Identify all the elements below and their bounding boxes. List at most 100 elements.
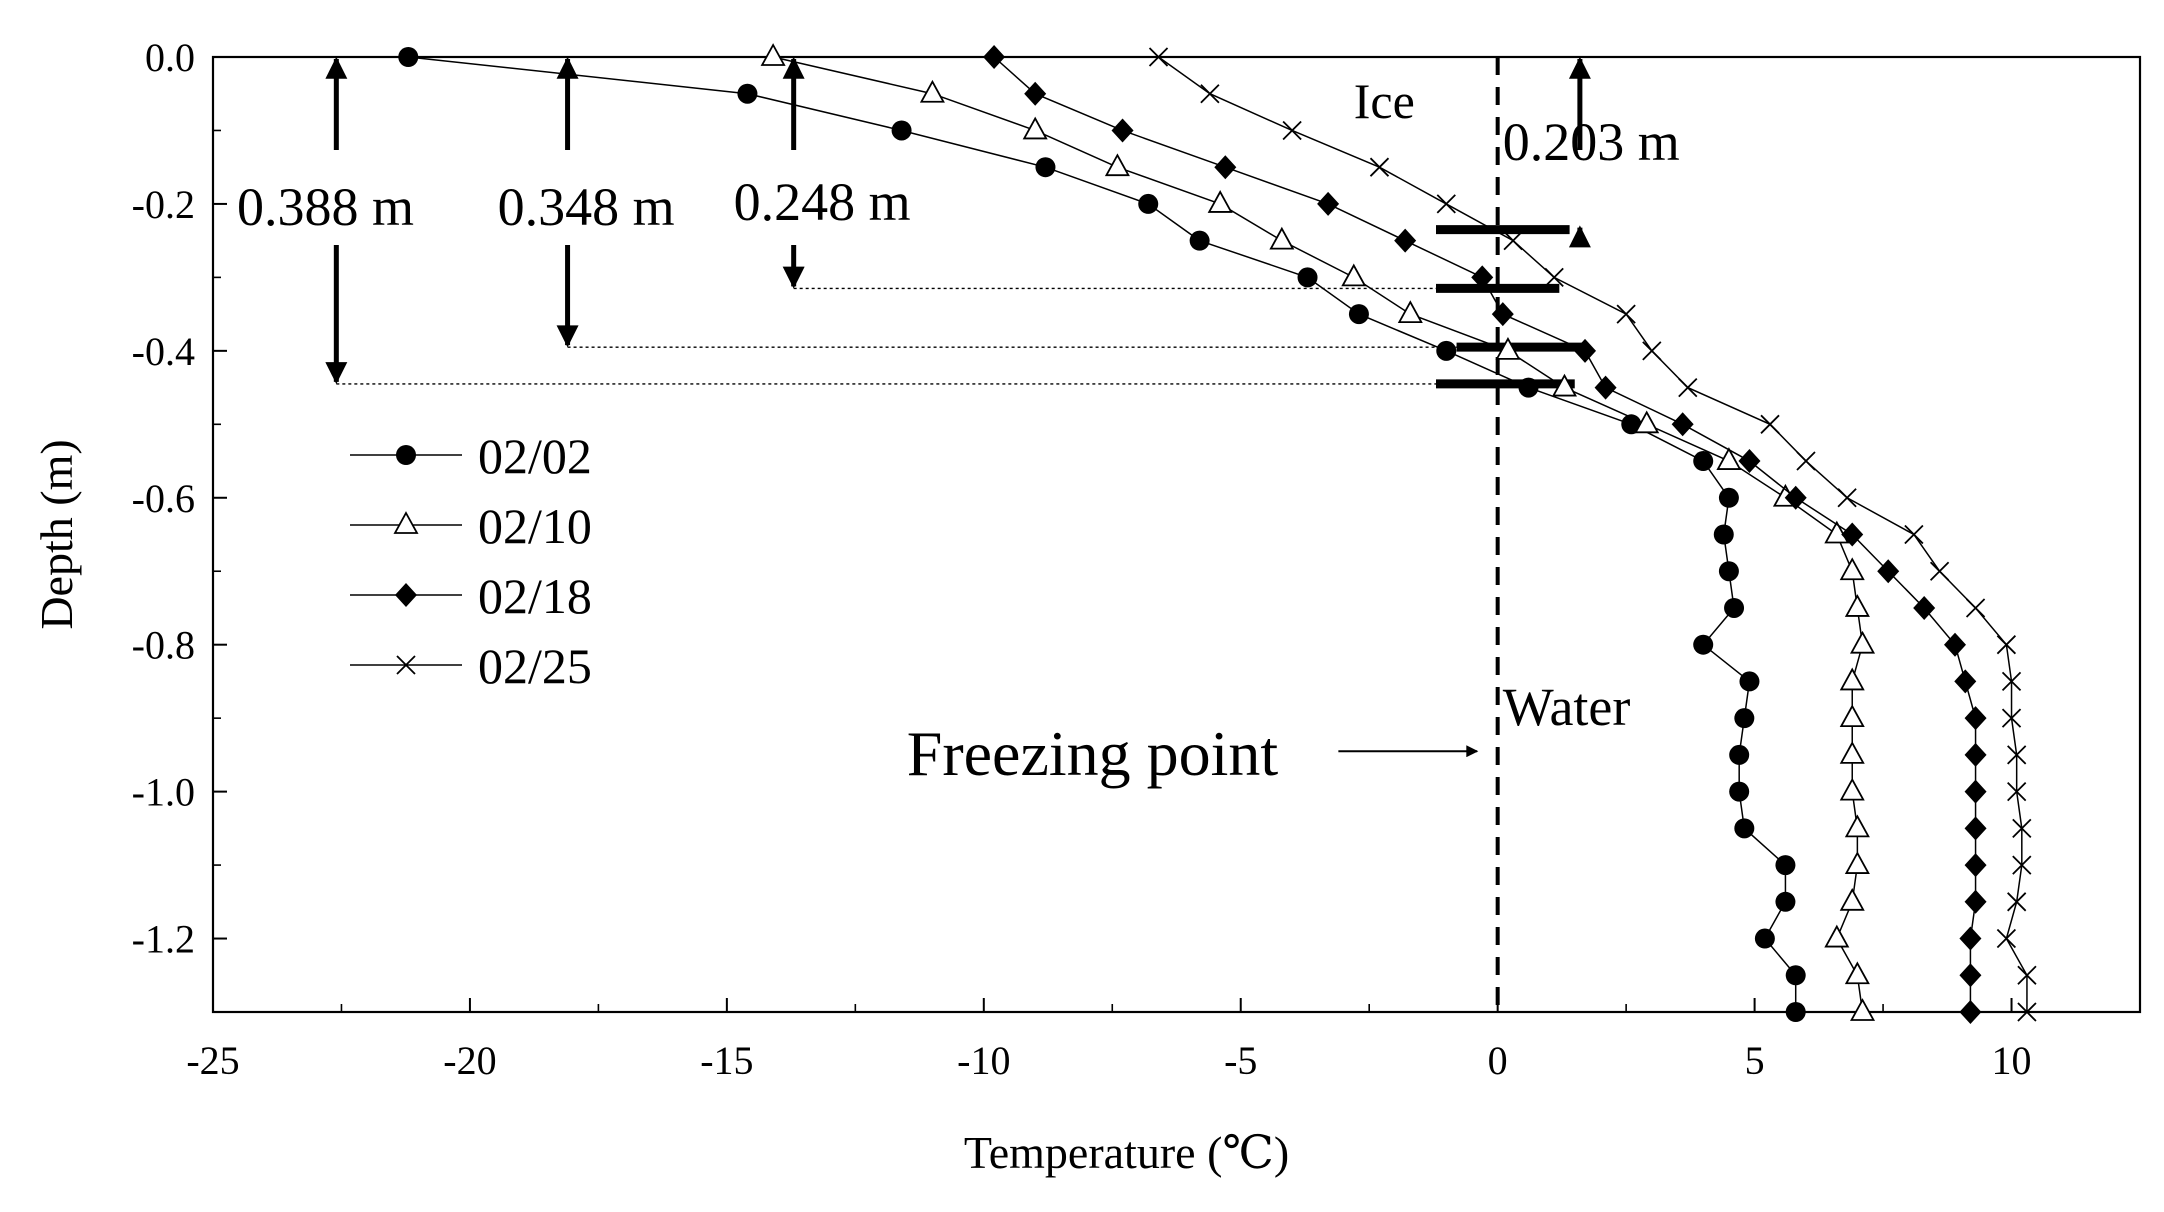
y-tick-label: -1.2: [132, 917, 195, 962]
data-point: [983, 45, 1006, 69]
data-point: [1729, 781, 1750, 802]
freezing-point-label: Freezing point: [907, 718, 1279, 789]
data-point: [1207, 190, 1233, 213]
data-point: [1035, 157, 1056, 178]
data-point: [1436, 340, 1457, 361]
data-point: [1594, 375, 1617, 400]
x-tick-label: -20: [443, 1038, 496, 1083]
data-point: [1824, 924, 1850, 948]
data-point: [1671, 412, 1694, 437]
data-point: [1574, 338, 1597, 363]
data-point: [1754, 928, 1775, 949]
water-label: Water: [1503, 677, 1631, 737]
data-point: [1775, 855, 1796, 876]
y-tick-label: -0.4: [132, 329, 195, 374]
data-point: [1022, 116, 1048, 140]
data-point: [1616, 304, 1636, 324]
data-point: [1929, 561, 1950, 581]
x-tick-label: -25: [186, 1038, 239, 1083]
data-point: [1841, 522, 1864, 547]
data-point: [1996, 635, 2017, 655]
data-point: [1734, 818, 1755, 839]
plot-frame: [211, 55, 2142, 1014]
data-point: [1839, 704, 1865, 728]
data-point: [1839, 557, 1865, 581]
legend-label: 02/18: [478, 568, 592, 624]
data-point: [1024, 81, 1047, 106]
data-point: [1964, 742, 1987, 767]
y-tick-label: -1.0: [132, 770, 195, 815]
data-point: [1849, 630, 1876, 654]
x-tick-label: 0: [1488, 1038, 1508, 1083]
data-point: [1634, 410, 1660, 434]
data-point: [1282, 120, 1302, 141]
data-point: [1734, 708, 1755, 729]
data-point: [1785, 1002, 1806, 1022]
data-point: [1495, 336, 1521, 360]
thickness-label: 0.248 m: [734, 172, 911, 232]
series-line: [1158, 56, 2028, 1012]
data-point: [1913, 595, 1936, 620]
data-point: [1544, 267, 1564, 288]
data-point: [1959, 926, 1982, 951]
data-point: [1738, 449, 1761, 474]
legend-label: 02/25: [478, 638, 592, 694]
data-point: [891, 120, 912, 141]
data-point: [1269, 226, 1295, 250]
data-point: [1713, 524, 1734, 545]
y-tick-label: -0.8: [132, 623, 195, 668]
data-point: [2017, 965, 2037, 985]
data-point: [1839, 741, 1865, 764]
data-point: [2007, 892, 2027, 912]
data-point: [1839, 887, 1865, 911]
data-point: [1716, 447, 1742, 470]
data-point: [1724, 597, 1745, 618]
data-point: [919, 79, 945, 103]
x-tick-label: 5: [1745, 1038, 1765, 1083]
data-point: [1317, 191, 1340, 216]
data-point: [1471, 265, 1494, 290]
data-point: [1718, 561, 1739, 582]
data-point: [396, 655, 416, 675]
data-point: [1837, 488, 1857, 508]
data-point: [2017, 1002, 2037, 1022]
data-point: [1642, 341, 1662, 361]
data-point: [2007, 745, 2027, 765]
data-point: [1965, 598, 1986, 618]
data-point: [1551, 373, 1577, 397]
data-point: [1904, 524, 1924, 545]
x-tick-label: -15: [700, 1038, 753, 1083]
data-point: [1839, 667, 1865, 691]
data-point: [1775, 891, 1796, 912]
x-axis-label: Temperature (℃): [964, 1127, 1289, 1178]
data-point: [1964, 853, 1987, 878]
data-point: [1959, 963, 1982, 988]
data-point: [1784, 485, 1807, 510]
data-point: [1760, 414, 1780, 434]
y-tick-label: -0.6: [132, 476, 195, 521]
data-point: [1148, 47, 1169, 67]
data-point: [1844, 851, 1870, 874]
data-point: [1348, 304, 1369, 325]
data-point: [1341, 263, 1367, 287]
data-point: [393, 511, 419, 534]
data-point: [1877, 559, 1900, 584]
data-point: [1111, 118, 1134, 143]
data-point: [1996, 928, 2017, 949]
data-point: [2001, 708, 2022, 728]
data-point: [1844, 814, 1870, 838]
thickness-label: 0.203 m: [1503, 112, 1680, 172]
legend-label: 02/10: [478, 498, 592, 554]
data-point: [1436, 194, 1456, 214]
data-point: [1844, 961, 1870, 985]
data-point: [1200, 84, 1220, 104]
data-point: [1954, 669, 1977, 694]
data-point: [1839, 777, 1865, 801]
data-point: [1718, 487, 1739, 508]
data-point: [1964, 706, 1987, 731]
data-point: [1189, 230, 1210, 251]
data-point: [2001, 671, 2022, 692]
data-point: [1964, 889, 1987, 914]
